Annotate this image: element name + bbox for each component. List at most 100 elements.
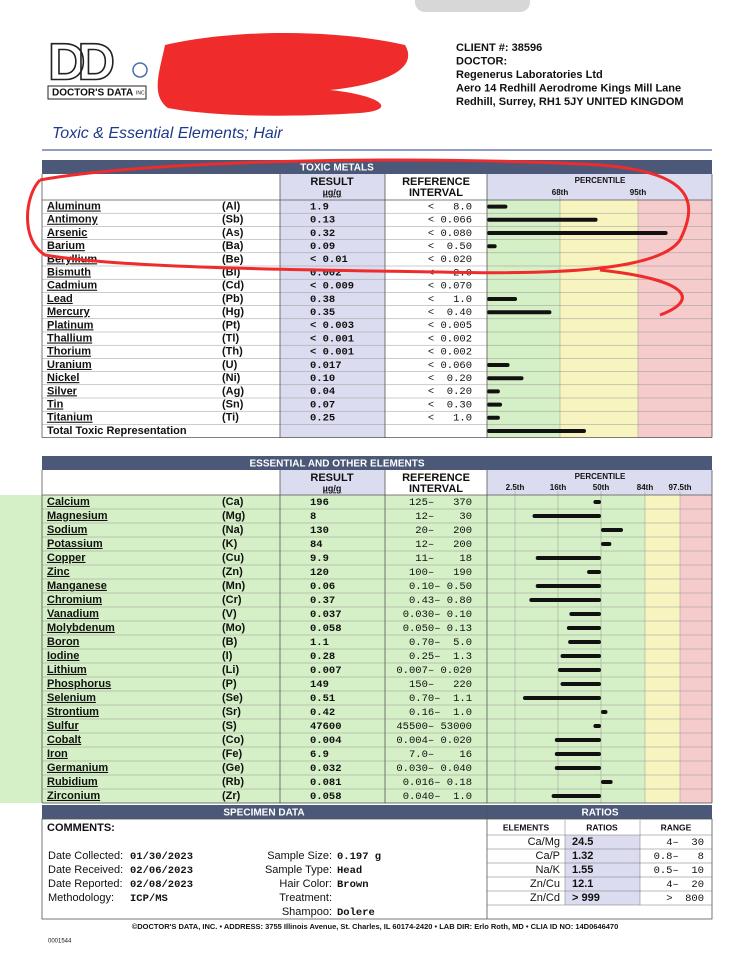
reference-interval: 0.016– 0.18 <box>403 777 472 789</box>
element-symbol: (Zn) <box>222 566 243 578</box>
ratio-element: Zn/Cu <box>530 878 560 890</box>
result-value: 0.037 <box>310 609 342 621</box>
element-symbol: (K) <box>222 538 238 550</box>
element-symbol: (S) <box>222 720 237 732</box>
reference-interval: < 0.20 <box>428 373 472 385</box>
result-value: 0.007 <box>310 665 342 677</box>
percentile-bar <box>601 542 612 546</box>
reference-interval: 12– 30 <box>415 511 472 523</box>
client-line: Regenerus Laboratories Ltd <box>456 69 603 81</box>
element-symbol: (Zr) <box>222 790 241 802</box>
element-symbol: (Pb) <box>222 293 244 305</box>
report-title: Toxic & Essential Elements; Hair <box>52 125 283 142</box>
result-value: 130 <box>310 525 329 537</box>
specimen-value: 02/06/2023 <box>130 865 193 877</box>
element-name: Molybdenum <box>47 622 115 634</box>
element-symbol: (Cr) <box>222 594 242 606</box>
specimen-label: Shampoo: <box>282 906 332 918</box>
client-line: Redhill, Surrey, RH1 5JY UNITED KINGDOM <box>456 96 684 108</box>
element-symbol: (Ti) <box>222 412 239 424</box>
result-value: 1.9 <box>310 201 329 213</box>
result-value: 0.42 <box>310 707 335 719</box>
result-value: 9.9 <box>310 553 329 565</box>
element-name: Lithium <box>47 664 87 676</box>
percentile-bar <box>487 389 500 394</box>
result-header: µg/g <box>323 187 342 197</box>
ratio-element: Ca/Mg <box>528 836 560 848</box>
percentile-bar <box>593 500 601 504</box>
element-name: Manganese <box>47 580 107 592</box>
specimen-value: ICP/MS <box>130 893 168 905</box>
element-symbol: (Tl) <box>222 333 239 345</box>
reference-interval: < 0.066 <box>428 215 472 227</box>
header-bg <box>487 174 712 200</box>
reference-interval: 100– 190 <box>409 567 472 579</box>
total-label: Total Toxic Representation <box>47 425 187 437</box>
reference-interval: < 0.40 <box>428 307 472 319</box>
reference-interval: < 0.070 <box>428 281 472 293</box>
element-name: Platinum <box>47 319 94 331</box>
specimen-value: 01/30/2023 <box>130 851 193 863</box>
element-name: Cadmium <box>47 280 97 292</box>
ratio-header: RANGE <box>661 822 692 832</box>
element-name: Arsenic <box>47 227 87 239</box>
element-symbol: (Ag) <box>222 385 244 397</box>
logo-atom <box>132 62 148 78</box>
element-name: Titanium <box>47 412 93 424</box>
element-name: Rubidium <box>47 776 98 788</box>
percentile-header: PERCENTILE <box>575 472 626 481</box>
element-name: Zirconium <box>47 790 100 802</box>
reference-interval: < 1.0 <box>428 413 472 425</box>
ratio-value: 1.55 <box>572 864 593 876</box>
percentile-bar <box>566 626 601 630</box>
reference-interval: 0.43– 0.80 <box>409 595 472 607</box>
specimen-value: 02/08/2023 <box>130 879 193 891</box>
result-value: 0.32 <box>310 228 335 240</box>
reference-interval: < 8.0 <box>428 201 472 213</box>
reference-interval: < 1.0 <box>428 294 472 306</box>
reference-interval: < 0.50 <box>428 241 472 253</box>
percentile-header: PERCENTILE <box>575 176 626 185</box>
result-value: < 0.001 <box>310 333 354 345</box>
element-symbol: (Li) <box>222 664 239 676</box>
element-symbol: (Se) <box>222 692 243 704</box>
element-name: Sodium <box>47 524 88 536</box>
section-band <box>42 456 712 470</box>
result-value: 0.07 <box>310 399 335 411</box>
result-value: 1.1 <box>310 637 329 649</box>
reference-interval: 150– 220 <box>409 679 472 691</box>
element-symbol: (Ni) <box>222 372 241 384</box>
result-value: 149 <box>310 679 329 691</box>
logo-letters: DD <box>48 34 114 92</box>
result-value: 120 <box>310 567 329 579</box>
reference-interval: < 0.020 <box>428 254 472 266</box>
percentile-bar <box>532 514 601 518</box>
element-name: Potassium <box>47 538 103 550</box>
element-symbol: (Na) <box>222 524 244 536</box>
percentile-bar <box>554 752 601 756</box>
section-band <box>42 805 712 819</box>
reference-interval: < 0.002 <box>428 333 472 345</box>
tables: TOXIC METALSRESULTµg/gREFERENCEINTERVALP… <box>0 160 713 945</box>
percentile-bar <box>487 429 586 433</box>
percentile-bar <box>593 724 601 728</box>
result-value: 0.09 <box>310 241 335 253</box>
result-value: 0.058 <box>310 791 342 803</box>
element-symbol: (Al) <box>222 201 241 213</box>
result-header: RESULT <box>310 472 353 484</box>
result-value: 0.081 <box>310 777 342 789</box>
reference-interval: 11– 18 <box>415 553 472 565</box>
element-symbol: (Pt) <box>222 319 241 331</box>
element-name: Magnesium <box>47 510 108 522</box>
element-symbol: (Sn) <box>222 399 244 411</box>
ratio-value: 12.1 <box>572 878 593 890</box>
element-name: Zinc <box>47 566 70 578</box>
result-value: 0.28 <box>310 651 335 663</box>
percentile-tick-label: 97.5th <box>668 483 691 492</box>
specimen-label: Date Reported: <box>48 878 123 890</box>
reference-interval: 0.030– 0.040 <box>396 763 472 775</box>
percentile-bar <box>487 415 500 420</box>
element-name: Mercury <box>47 306 91 318</box>
ratio-element: Na/K <box>536 864 561 876</box>
specimen-label: Sample Type: <box>265 864 332 876</box>
